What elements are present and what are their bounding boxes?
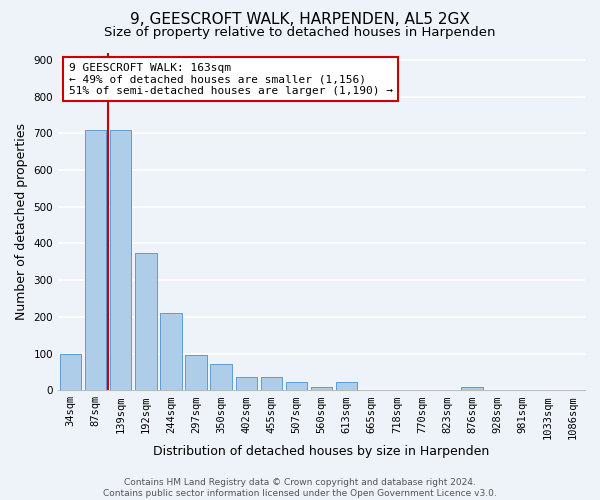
Y-axis label: Number of detached properties: Number of detached properties: [15, 123, 28, 320]
Text: 9 GEESCROFT WALK: 163sqm
← 49% of detached houses are smaller (1,156)
51% of sem: 9 GEESCROFT WALK: 163sqm ← 49% of detach…: [68, 62, 392, 96]
Bar: [85, 130, 106, 390]
Bar: [60, 354, 81, 391]
Bar: [336, 382, 357, 390]
Bar: [286, 382, 307, 390]
Text: 9, GEESCROFT WALK, HARPENDEN, AL5 2GX: 9, GEESCROFT WALK, HARPENDEN, AL5 2GX: [130, 12, 470, 28]
Bar: [260, 378, 282, 390]
Bar: [236, 378, 257, 390]
Text: Size of property relative to detached houses in Harpenden: Size of property relative to detached ho…: [104, 26, 496, 39]
Bar: [160, 313, 182, 390]
Bar: [461, 386, 483, 390]
Bar: [110, 130, 131, 390]
Bar: [185, 356, 207, 390]
X-axis label: Distribution of detached houses by size in Harpenden: Distribution of detached houses by size …: [154, 444, 490, 458]
Bar: [311, 386, 332, 390]
Bar: [211, 364, 232, 390]
Bar: [135, 252, 157, 390]
Text: Contains HM Land Registry data © Crown copyright and database right 2024.
Contai: Contains HM Land Registry data © Crown c…: [103, 478, 497, 498]
